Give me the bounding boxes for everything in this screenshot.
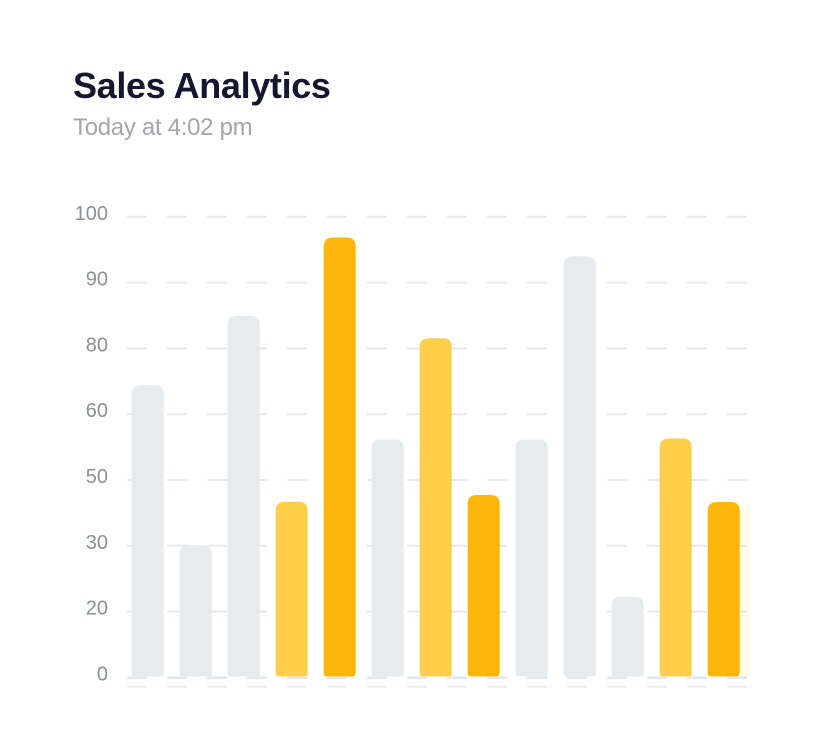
svg-text:20: 20 [86,598,108,620]
svg-text:0: 0 [97,663,108,685]
svg-text:80: 80 [86,334,108,356]
svg-text:60: 60 [86,400,108,422]
svg-text:90: 90 [86,269,108,291]
svg-text:30: 30 [86,532,108,554]
svg-text:50: 50 [86,466,108,488]
svg-text:100: 100 [75,203,108,225]
